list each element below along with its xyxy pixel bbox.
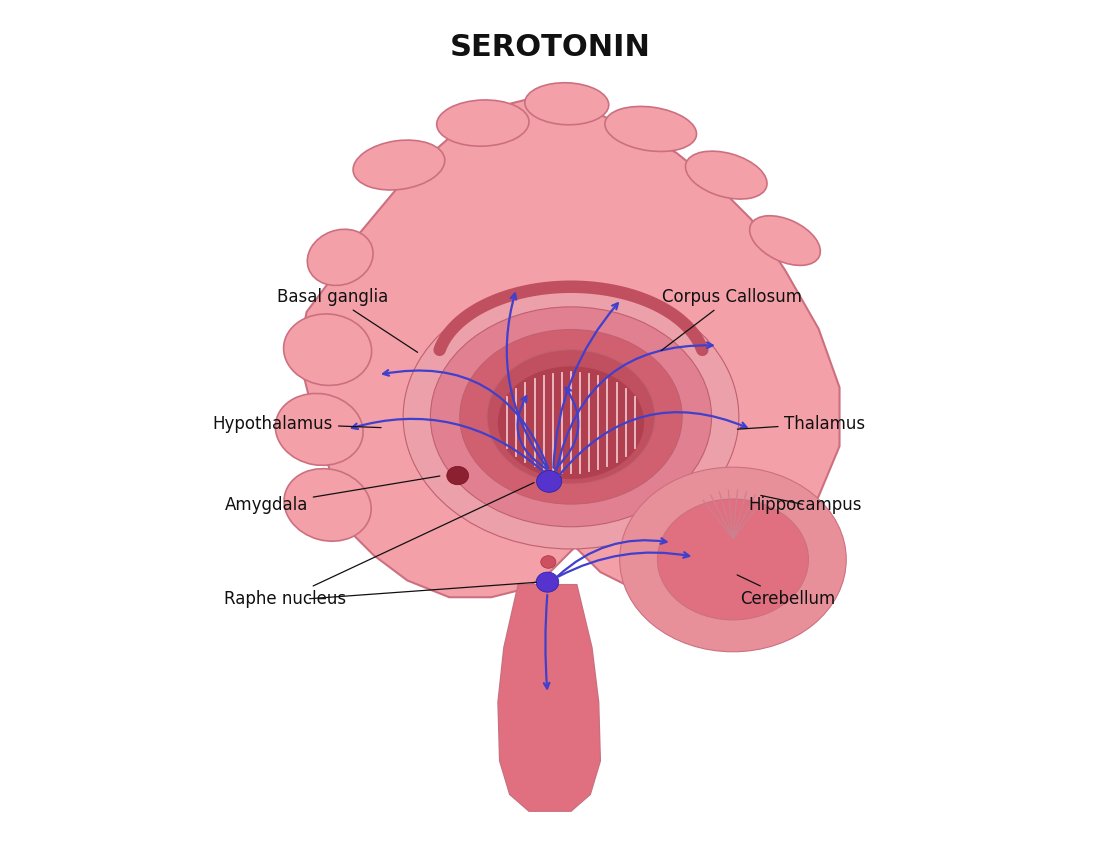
Ellipse shape [497,365,645,480]
Text: Raphe nucleus: Raphe nucleus [224,482,535,608]
Ellipse shape [307,229,373,285]
Ellipse shape [525,83,608,125]
Ellipse shape [656,494,811,625]
Ellipse shape [537,471,562,493]
Ellipse shape [536,572,559,592]
Ellipse shape [509,367,634,466]
Ellipse shape [447,466,469,485]
Ellipse shape [353,140,444,190]
Text: Corpus Callosum: Corpus Callosum [661,288,802,350]
Ellipse shape [487,349,654,484]
Ellipse shape [284,314,372,386]
Ellipse shape [289,315,350,367]
Ellipse shape [658,499,808,620]
Ellipse shape [619,467,846,652]
Text: SEROTONIN: SEROTONIN [450,33,650,62]
Ellipse shape [284,469,371,541]
Text: Hypothalamus: Hypothalamus [212,414,381,433]
Ellipse shape [685,152,767,199]
Polygon shape [498,584,601,811]
Text: Hippocampus: Hippocampus [749,495,862,514]
Ellipse shape [541,556,556,568]
Text: Cerebellum: Cerebellum [737,575,835,608]
Ellipse shape [749,216,821,265]
Ellipse shape [275,393,363,466]
Ellipse shape [605,106,696,152]
Ellipse shape [430,306,712,527]
Ellipse shape [403,285,739,549]
Ellipse shape [437,100,529,147]
Text: Amygdala: Amygdala [224,476,440,514]
Text: Basal ganglia: Basal ganglia [277,288,418,352]
Polygon shape [298,98,839,597]
Text: Thalamus: Thalamus [737,414,865,433]
Ellipse shape [460,329,682,504]
